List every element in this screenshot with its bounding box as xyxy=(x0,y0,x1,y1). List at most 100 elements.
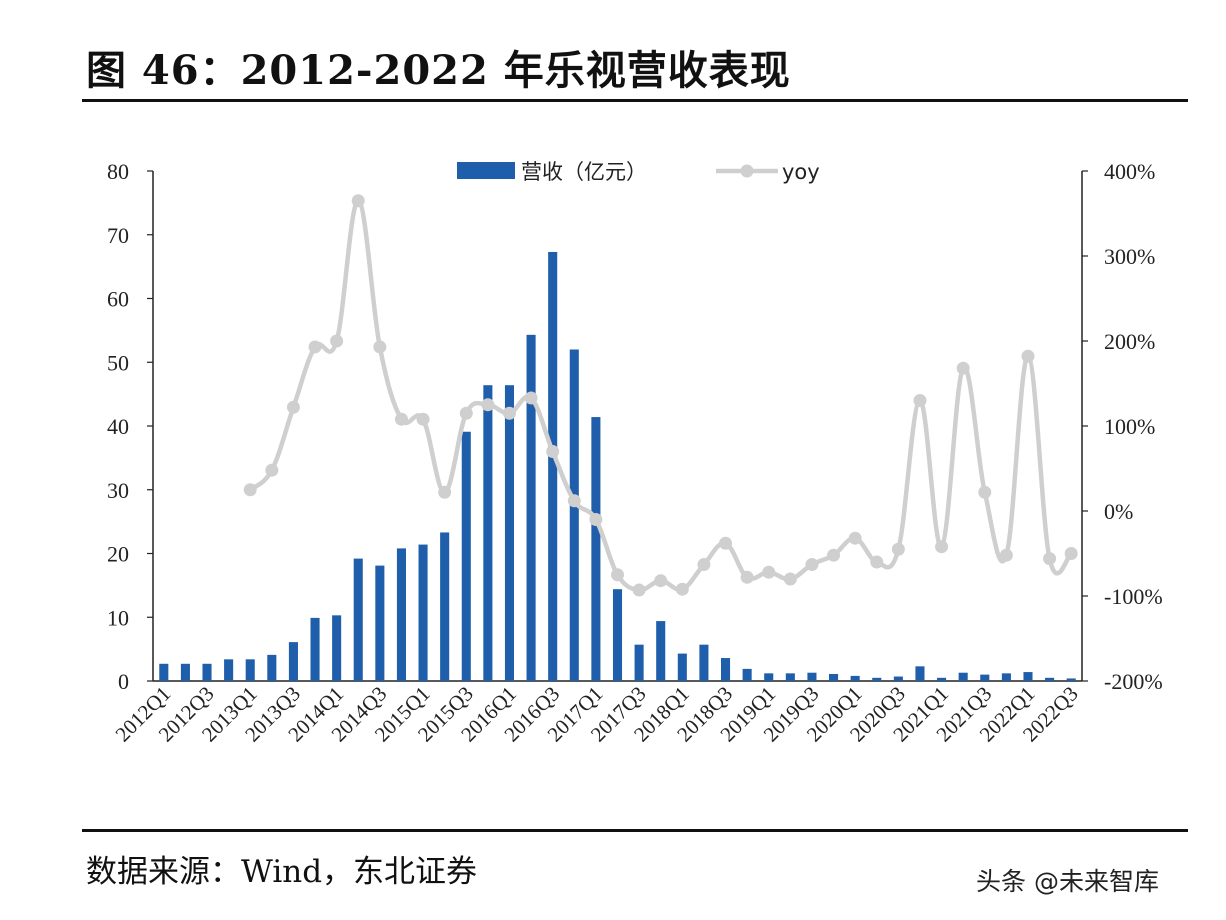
yoy-line-path xyxy=(248,198,1073,593)
yoy-point xyxy=(1064,547,1078,560)
revenue-bar xyxy=(699,644,709,681)
yoy-point xyxy=(913,394,927,407)
revenue-bar xyxy=(807,672,817,681)
revenue-bar xyxy=(1045,677,1055,681)
y-left-tick-label: 20 xyxy=(107,542,129,567)
revenue-bar xyxy=(353,558,363,681)
revenue-bar xyxy=(1066,678,1076,681)
revenue-bar xyxy=(937,677,947,681)
yoy-point xyxy=(697,558,711,572)
yoy-point xyxy=(956,361,970,375)
revenue-bar xyxy=(180,663,190,681)
yoy-point xyxy=(870,555,884,569)
legend-bar-swatch xyxy=(457,162,515,179)
y-left-tick-label: 50 xyxy=(107,350,129,375)
revenue-bar xyxy=(634,644,644,681)
yoy-point xyxy=(1043,552,1057,566)
y-right-tick-label: 100% xyxy=(1104,414,1155,439)
revenue-bar xyxy=(785,673,795,681)
yoy-line xyxy=(243,194,1078,597)
yoy-point xyxy=(502,406,516,420)
revenue-bar xyxy=(245,659,255,681)
y-left-tick-label: 0 xyxy=(118,669,129,694)
revenue-bar xyxy=(1023,672,1033,681)
revenue-bar xyxy=(1001,673,1011,681)
revenue-bar xyxy=(656,621,666,681)
y-right-tick-label: 0% xyxy=(1104,499,1133,524)
yoy-point xyxy=(654,574,668,588)
yoy-point xyxy=(978,485,992,499)
yoy-point xyxy=(351,194,365,208)
revenue-bar xyxy=(548,251,558,681)
y-right-tick-label: -100% xyxy=(1104,584,1163,609)
y-right-tick-label: 200% xyxy=(1104,329,1155,354)
revenue-bar xyxy=(893,676,903,681)
revenue-bar xyxy=(396,548,406,681)
yoy-point xyxy=(719,536,733,550)
yoy-point xyxy=(459,406,473,420)
chart-legend: 营收（亿元） yoy xyxy=(457,160,820,184)
revenue-bar xyxy=(872,677,882,681)
revenue-bar xyxy=(504,385,515,681)
revenue-bar xyxy=(915,666,925,681)
yoy-point xyxy=(848,531,862,545)
y-right-tick-label: 400% xyxy=(1104,159,1155,184)
revenue-bar xyxy=(224,659,234,681)
figure-title: 图 46：2012-2022 年乐视营收表现 xyxy=(86,47,791,94)
yoy-point xyxy=(438,485,452,499)
revenue-bar xyxy=(569,349,579,681)
yoy-point xyxy=(416,412,430,426)
revenue-bar xyxy=(591,417,601,681)
y-left-tick-label: 30 xyxy=(107,478,129,503)
yoy-point xyxy=(243,483,257,497)
revenue-bar xyxy=(980,674,990,681)
yoy-point xyxy=(330,334,344,348)
revenue-bar xyxy=(850,675,860,681)
revenue-bar xyxy=(332,615,342,681)
yoy-point xyxy=(999,548,1013,562)
revenue-yoy-chart: 0 10 20 30 40 50 60 70 80 -200% -100% 0% 100% 200% 300… xyxy=(107,159,1163,747)
revenue-bar xyxy=(461,431,471,681)
revenue-bar xyxy=(159,663,169,681)
y-right-tick-label: -200% xyxy=(1104,669,1163,694)
revenue-bar xyxy=(677,653,687,681)
source-note: 数据来源：Wind，东北证券 xyxy=(86,854,478,890)
x-tick-labels: 2012Q12012Q32013Q12013Q32014Q12014Q32015… xyxy=(111,682,1083,747)
y-right-tick-label: 300% xyxy=(1104,244,1155,269)
yoy-point xyxy=(481,398,495,412)
revenue-bar xyxy=(310,617,320,681)
yoy-point xyxy=(827,548,841,562)
y-left-tick-label: 10 xyxy=(107,605,129,630)
legend-bar-label: 营收（亿元） xyxy=(521,160,647,184)
yoy-point xyxy=(567,494,581,508)
revenue-bar xyxy=(440,532,450,681)
yoy-point xyxy=(783,572,797,586)
revenue-bar xyxy=(202,663,212,681)
legend-line-label: yoy xyxy=(782,160,820,184)
revenue-bar xyxy=(267,654,277,681)
revenue-bar xyxy=(375,565,385,681)
yoy-point xyxy=(632,583,646,597)
revenue-bar xyxy=(742,668,752,681)
yoy-point xyxy=(1021,349,1035,363)
yoy-point xyxy=(675,582,689,596)
yoy-point xyxy=(524,391,538,405)
footer-divider xyxy=(82,829,1188,832)
revenue-bar xyxy=(483,385,493,681)
revenue-bar xyxy=(764,673,774,681)
yoy-point xyxy=(740,570,754,584)
y-left-tick-label: 40 xyxy=(107,414,129,439)
yoy-point xyxy=(891,542,905,556)
y-left-tick-label: 60 xyxy=(107,287,129,312)
chart-axes: 0 10 20 30 40 50 60 70 80 -200% -100% 0% 100% 200% 300… xyxy=(107,159,1163,694)
yoy-point xyxy=(373,340,387,354)
yoy-point xyxy=(935,540,949,554)
yoy-point xyxy=(611,568,624,582)
revenue-bar xyxy=(418,544,428,681)
yoy-point xyxy=(286,400,300,414)
title-divider xyxy=(82,99,1188,102)
yoy-point xyxy=(589,513,603,526)
revenue-bar xyxy=(526,334,536,681)
yoy-point xyxy=(805,558,819,572)
yoy-point xyxy=(762,565,776,579)
